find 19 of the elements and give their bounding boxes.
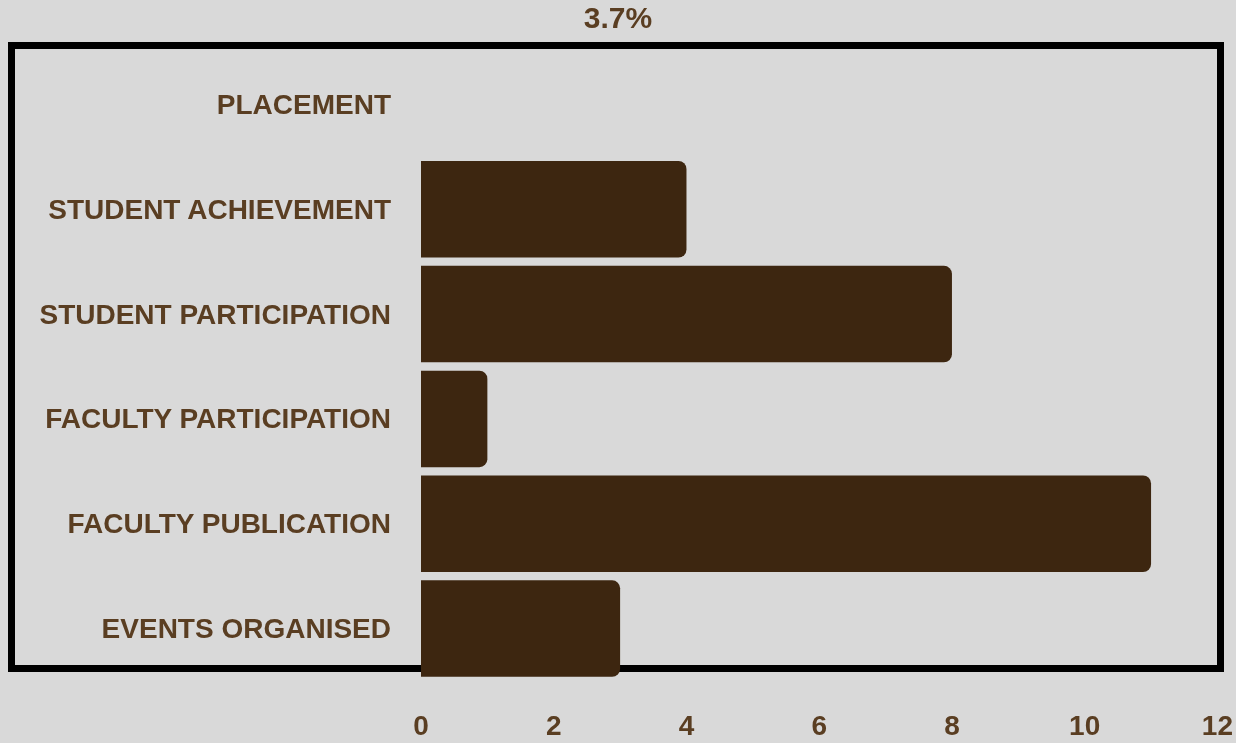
x-tick-label: 12	[1201, 709, 1234, 741]
bar	[421, 475, 1152, 572]
y-tick-label: PLACEMENT	[216, 88, 391, 120]
x-tick-label: 8	[944, 709, 960, 741]
y-tick-label: EVENTS ORGANISED	[101, 613, 391, 645]
y-tick-label: FACULTY PUBLICATION	[67, 508, 391, 540]
bar	[421, 580, 621, 677]
x-tick-label: 4	[678, 709, 695, 741]
y-tick-label: FACULTY PARTICIPATION	[45, 403, 391, 435]
bar	[421, 265, 952, 363]
bar	[421, 370, 488, 468]
text: 3.7%	[583, 0, 653, 34]
x-tick-label: 10	[1069, 709, 1101, 741]
x-tick-label: 2	[545, 709, 562, 741]
x-tick-label: 0	[413, 709, 429, 741]
bar	[421, 161, 687, 258]
y-tick-label: STUDENT ACHIEVEMENT	[48, 193, 391, 225]
y-tick-label: STUDENT PARTICIPATION	[39, 298, 391, 330]
x-tick-label: 6	[811, 709, 827, 741]
